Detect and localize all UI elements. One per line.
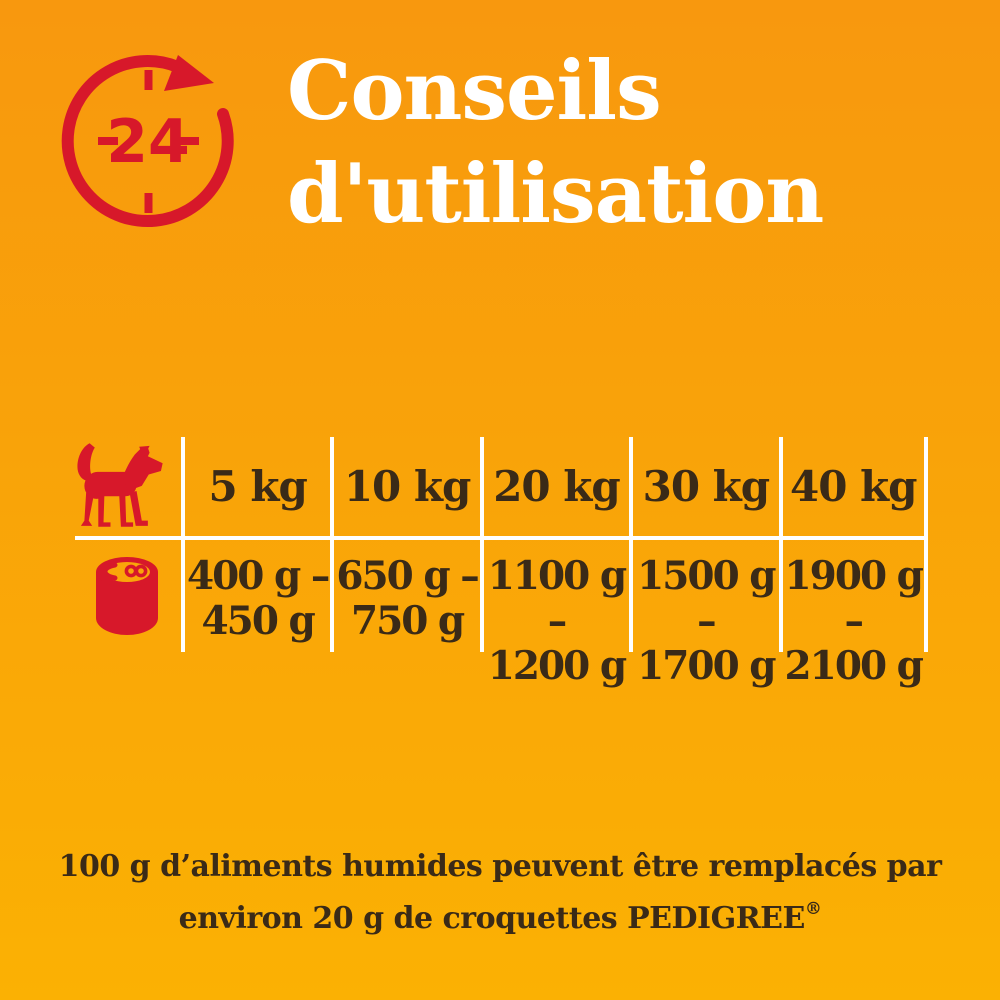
amount-line1: 1100 g – — [487, 553, 627, 644]
amount-line1: 1900 g – — [784, 553, 924, 644]
amount-cell-40kg: 1900 g – 2100 g — [778, 540, 928, 689]
amount-line2: 1200 g — [487, 643, 627, 689]
amount-cell-10kg: 650 g – 750 g — [330, 540, 480, 652]
footer-line1: 100 g d’aliments humides peuvent être re… — [58, 849, 942, 884]
page-title-line2: d'utilisation — [287, 147, 824, 242]
amount-cell-20kg: 1100 g – 1200 g — [479, 540, 629, 689]
weight-header-5kg: 5 kg — [181, 437, 331, 540]
amount-line2: 750 g — [350, 598, 465, 644]
page-title: Conseils d'utilisation — [287, 40, 824, 246]
registered-trademark-symbol: ® — [804, 899, 822, 919]
amount-line1: 650 g – — [336, 553, 479, 599]
clock-24h-icon: 24 — [61, 55, 234, 228]
amount-line1: 1500 g – — [637, 553, 776, 644]
feeding-table: 5 kg 10 kg 20 kg 30 kg 40 kg 400 g – 450… — [75, 437, 928, 689]
amount-line1: 400 g – — [187, 553, 330, 599]
clock-tick-right — [179, 137, 199, 145]
clock-tick-top — [144, 70, 153, 90]
amount-line2: 450 g — [201, 598, 316, 644]
clock-arrow-icon — [164, 55, 214, 91]
dog-icon — [77, 442, 163, 527]
weight-header-20kg: 20 kg — [479, 437, 630, 540]
footer-line2-text: environ 20 g de croquettes PEDIGREE — [178, 901, 806, 936]
weight-header-40kg: 40 kg — [778, 437, 928, 540]
clock-label: 24 — [106, 107, 190, 177]
amount-line2: 1700 g — [637, 643, 776, 689]
weight-header-10kg: 10 kg — [330, 437, 480, 540]
table-row-header-icon-cell — [75, 437, 181, 540]
can-icon — [96, 557, 158, 635]
weight-header-30kg: 30 kg — [629, 437, 779, 540]
amount-cell-5kg: 400 g – 450 g — [181, 540, 330, 652]
table-row-amount-icon-cell — [75, 540, 181, 652]
footer-note: 100 g d’aliments humides peuvent être re… — [0, 845, 1000, 940]
clock-tick-bottom — [144, 193, 153, 213]
page-title-line1: Conseils — [287, 44, 662, 139]
clock-tick-left — [98, 137, 118, 145]
footer-line2: environ 20 g de croquettes PEDIGREE® — [0, 888, 1000, 940]
amount-cell-30kg: 1500 g – 1700 g — [629, 540, 778, 689]
amount-line2: 2100 g — [784, 643, 924, 689]
